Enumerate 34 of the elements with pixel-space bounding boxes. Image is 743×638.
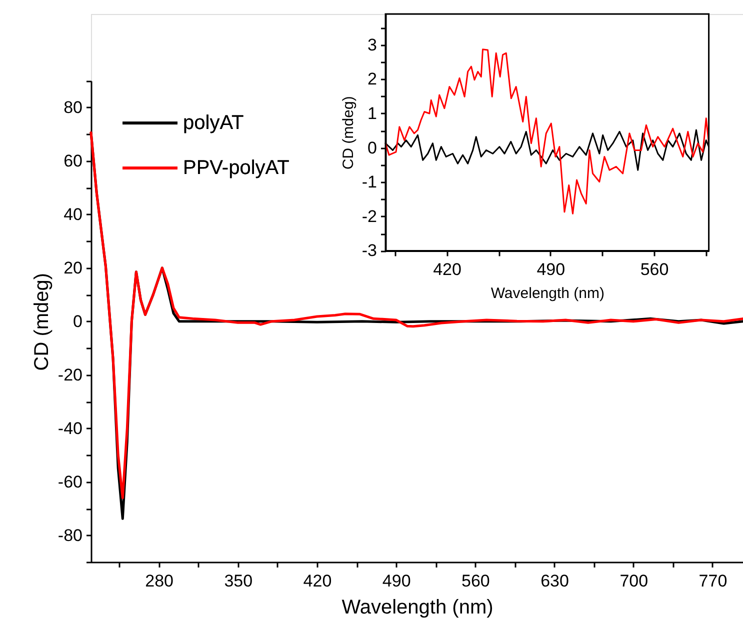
x-tick-label: 630 (540, 572, 569, 590)
y-tick-label: -60 (58, 472, 82, 492)
x-tick-label: 420 (433, 260, 462, 280)
y-tick-label: -20 (58, 365, 82, 384)
x-tick-label: 770 (698, 572, 728, 590)
x-tick-label: 490 (382, 572, 411, 590)
y-tick-label: -2 (362, 206, 377, 226)
line-series (384, 48, 710, 214)
x-axis-title: Wavelength (nm) (490, 285, 604, 302)
y-axis-title: CD (mdeg) (340, 96, 357, 170)
x-tick-label: 350 (224, 572, 253, 590)
y-axis-title: CD (mdeg) (30, 272, 53, 371)
legend-label: PPV-polyAT (183, 157, 290, 179)
y-tick-label: 40 (64, 204, 82, 224)
y-tick-label: 0 (73, 312, 82, 331)
y-tick-label: -1 (362, 172, 377, 192)
y-tick-label: 20 (64, 258, 82, 278)
x-tick-label: 490 (536, 260, 566, 280)
y-tick-label: 80 (64, 98, 82, 117)
x-tick-label: 280 (145, 572, 174, 590)
y-tick-label: 2 (368, 70, 377, 89)
x-tick-label: 700 (620, 572, 648, 590)
x-tick-label: 560 (462, 572, 490, 590)
y-tick-label: -40 (58, 418, 82, 438)
legend-label: polyAT (183, 112, 244, 134)
y-tick-label: -80 (58, 526, 82, 545)
x-axis-title: Wavelength (nm) (342, 596, 494, 618)
y-tick-label: -3 (362, 241, 377, 260)
y-tick-label: 3 (368, 35, 377, 54)
x-tick-label: 560 (640, 260, 669, 280)
y-tick-label: 1 (368, 104, 377, 123)
x-tick-label: 420 (303, 572, 332, 590)
y-tick-label: 60 (64, 151, 82, 170)
y-tick-label: 0 (368, 138, 377, 158)
